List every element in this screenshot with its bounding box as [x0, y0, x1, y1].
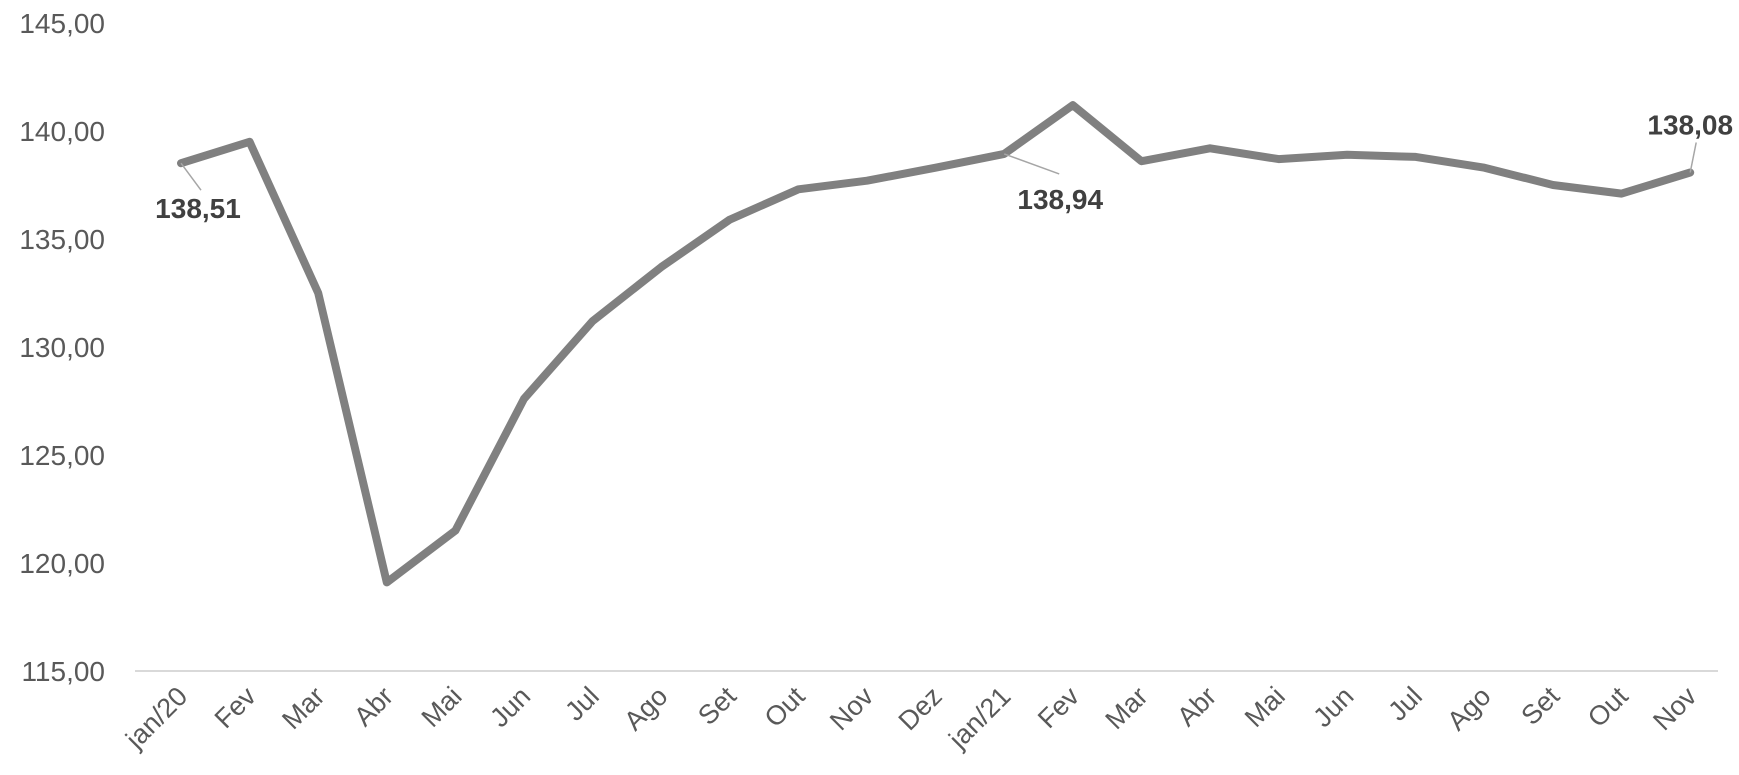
series-group [177, 101, 1695, 587]
data-label: 138,94 [1017, 184, 1103, 215]
x-tick-label: Fev [209, 681, 262, 734]
x-tick-label: Out [1582, 681, 1634, 733]
x-tick-label: Abr [1171, 681, 1222, 732]
x-tick-label: Jun [1307, 681, 1359, 733]
x-tick-label: jan/21 [942, 681, 1016, 755]
x-tick-label: Jul [1382, 681, 1428, 727]
x-tick-label: Nov [1647, 681, 1703, 737]
y-tick-label: 125,00 [19, 440, 105, 471]
data-label-leader [180, 162, 202, 191]
y-tick-label: 140,00 [19, 116, 105, 147]
x-axis-ticks: jan/20 Fev Mar Abr Mai Jun Jul Ago Set Out Nov Dezj… [119, 681, 1703, 755]
y-tick-label: 115,00 [21, 656, 105, 687]
x-tick-label: Jul [559, 681, 605, 727]
x-tick-label: Mar [276, 681, 330, 735]
y-tick-label: 145,00 [19, 8, 105, 39]
data-labels: 138,51 138,94 138,08 [155, 109, 1733, 224]
x-tick-label: Set [1515, 681, 1565, 731]
x-tick-label: Mai [416, 681, 468, 733]
y-tick-label: 120,00 [19, 548, 105, 579]
data-label: 138,51 [155, 193, 241, 224]
data-label-leader [1689, 142, 1697, 173]
x-tick-label: Out [759, 681, 811, 733]
x-tick-label: Ago [1441, 681, 1496, 736]
x-tick-label: Mai [1239, 681, 1291, 733]
x-tick-label: jan/20 [119, 681, 193, 755]
y-axis-ticks: 115,00 120,00 125,00 130,00 135,00 140,00 145,… [19, 8, 105, 687]
x-tick-label: Mar [1100, 681, 1154, 735]
series-line [177, 101, 1695, 587]
x-tick-label: Dez [893, 681, 948, 736]
x-tick-label: Fev [1032, 681, 1085, 734]
y-tick-label: 135,00 [19, 224, 105, 255]
x-tick-label: Jun [484, 681, 536, 733]
x-tick-label: Ago [618, 681, 673, 736]
data-label: 138,08 [1647, 109, 1733, 140]
data-label-leader [1003, 153, 1060, 175]
x-tick-label: Abr [348, 681, 399, 732]
x-tick-label: Nov [824, 681, 880, 737]
x-tick-label: Set [692, 681, 742, 731]
y-tick-label: 130,00 [19, 332, 105, 363]
